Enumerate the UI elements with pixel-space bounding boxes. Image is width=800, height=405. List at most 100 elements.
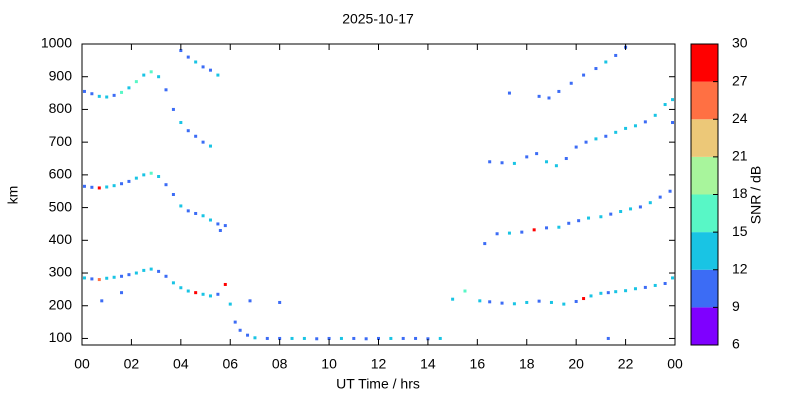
echo-point [587, 216, 591, 220]
echo-point [594, 137, 598, 141]
colorbar-band [691, 44, 718, 82]
echo-point [633, 124, 637, 128]
x-tick-label: 08 [272, 356, 288, 372]
echo-point [142, 268, 146, 272]
echo-point [401, 336, 405, 340]
echo-point [671, 276, 675, 280]
echo-point [648, 201, 652, 205]
echo-point [238, 328, 242, 332]
echo-point [171, 193, 175, 196]
echo-point [97, 94, 101, 98]
y-axis-label: km [5, 186, 21, 205]
echo-point [582, 297, 586, 301]
colorbar-tick-label: 9 [732, 298, 740, 314]
colorbar-band [691, 232, 718, 270]
echo-point [142, 73, 146, 77]
echo-point [624, 126, 628, 130]
x-tick-label: 20 [568, 356, 584, 372]
echo-point [82, 184, 86, 188]
echo-point [208, 218, 212, 222]
echo-point [90, 185, 94, 189]
echo-point [389, 336, 393, 340]
echo-point [589, 294, 593, 298]
echo-point [364, 337, 368, 341]
echo-point [604, 134, 608, 138]
echo-point [105, 276, 109, 280]
echo-point [495, 232, 499, 236]
colorbar-band [691, 156, 718, 195]
echo-point [100, 299, 104, 303]
chart-title: 2025-10-17 [342, 11, 414, 27]
x-tick-label: 18 [519, 356, 535, 372]
echo-point [500, 161, 504, 165]
echo-point [120, 291, 124, 295]
echo-point [653, 113, 657, 117]
echo-point [438, 336, 442, 340]
echo-point [97, 186, 101, 190]
echo-point [567, 221, 571, 225]
echo-point [179, 286, 183, 290]
echo-point [507, 91, 511, 95]
echo-point [208, 68, 212, 72]
y-tick-label: 400 [49, 231, 73, 247]
echo-point [120, 90, 124, 94]
y-tick-label: 900 [49, 67, 73, 83]
echo-point [549, 300, 553, 304]
x-tick-label: 14 [420, 356, 436, 372]
echo-point [134, 271, 138, 275]
colorbar-label: SNR / dB [748, 166, 764, 224]
colorbar-tick-label: 15 [732, 223, 748, 239]
colorbar-tick-label: 18 [732, 185, 748, 201]
echo-point [537, 299, 541, 303]
echo-point [554, 164, 558, 168]
echo-point [278, 300, 282, 304]
x-tick-label: 12 [371, 356, 387, 372]
echo-point [157, 175, 161, 179]
echo-point [507, 231, 511, 235]
echo-point [614, 290, 618, 294]
echo-point [127, 273, 131, 277]
colorbar-band [691, 307, 718, 345]
x-tick-label: 16 [470, 356, 486, 372]
x-tick-label: 00 [74, 356, 90, 372]
echo-point [463, 289, 467, 293]
echo-point [157, 75, 161, 79]
echo-point [186, 289, 190, 293]
echo-point [253, 336, 257, 340]
colorbar-tick-label: 27 [732, 72, 748, 88]
echo-point [201, 214, 205, 218]
echo-point [105, 95, 109, 99]
echo-point [171, 107, 175, 111]
echo-point [500, 301, 504, 305]
echo-point [164, 88, 168, 92]
echo-point [315, 337, 319, 341]
echo-point [653, 283, 657, 287]
colorbar-band [691, 269, 718, 308]
colorbar-tick-label: 6 [732, 336, 740, 352]
y-tick-label: 800 [49, 100, 73, 116]
echo-point [171, 281, 175, 285]
echo-point [216, 73, 220, 77]
echo-point [97, 278, 101, 282]
colorbar-band [691, 81, 718, 120]
echo-point [228, 302, 232, 306]
echo-point [606, 336, 610, 340]
echo-point [90, 277, 94, 281]
echo-point [451, 297, 455, 301]
echo-point [179, 49, 183, 53]
echo-point [547, 96, 551, 100]
echo-point [609, 212, 613, 216]
echo-point [614, 130, 618, 134]
echo-point [512, 161, 516, 165]
echo-point [633, 287, 637, 291]
echo-point [545, 160, 549, 164]
echo-point [157, 269, 161, 273]
echo-point [164, 183, 168, 187]
echo-point [658, 195, 662, 199]
echo-point [186, 55, 190, 59]
echo-point [483, 242, 487, 246]
echo-point [201, 140, 205, 144]
echo-point [290, 336, 294, 340]
echo-point [201, 292, 205, 296]
